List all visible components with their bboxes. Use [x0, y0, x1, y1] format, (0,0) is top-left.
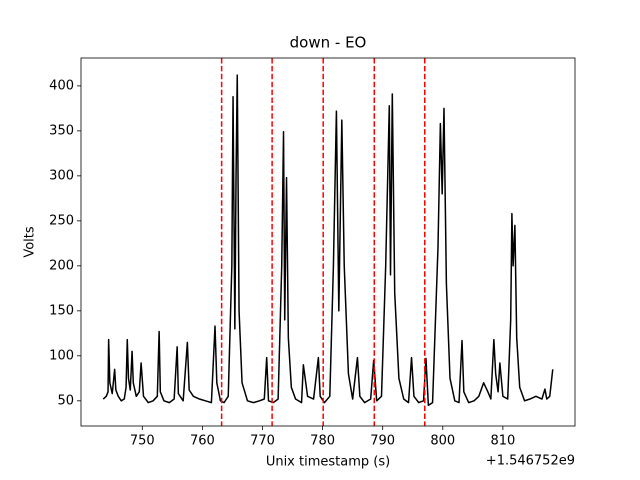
x-tick-label: 750 — [130, 434, 155, 449]
data-line — [102, 74, 554, 407]
x-tick-label: 780 — [310, 434, 335, 449]
x-tick-label: 760 — [190, 434, 215, 449]
x-tick-label: 790 — [370, 434, 395, 449]
x-tick-label: 800 — [430, 434, 455, 449]
y-tick-label: 100 — [49, 348, 74, 363]
y-tick-label: 350 — [49, 123, 74, 138]
y-tick-label: 300 — [49, 168, 74, 183]
y-tick-label: 250 — [49, 213, 74, 228]
y-tick-label: 200 — [49, 258, 74, 273]
x-axis-label: Unix timestamp (s) — [266, 455, 390, 470]
x-offset-label: +1.546752e9 — [486, 454, 575, 469]
x-tick-label: 810 — [490, 434, 515, 449]
y-tick-label: 400 — [49, 78, 74, 93]
y-axis-label: Volts — [23, 226, 38, 258]
x-tick-label: 770 — [250, 434, 275, 449]
chart-title: down - EO — [290, 34, 367, 52]
plot-frame — [80, 57, 576, 427]
y-tick-label: 50 — [57, 393, 74, 408]
y-tick-label: 150 — [49, 303, 74, 318]
